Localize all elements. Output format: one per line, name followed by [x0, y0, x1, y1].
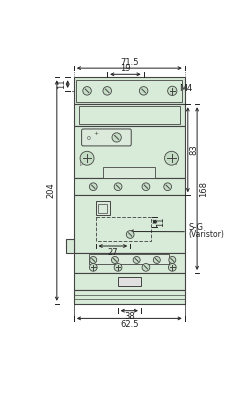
Circle shape [164, 183, 172, 190]
Circle shape [126, 231, 134, 238]
Bar [96, 217, 152, 241]
Bar [74, 195, 185, 253]
Circle shape [168, 263, 176, 271]
Circle shape [90, 263, 97, 271]
Text: 83: 83 [189, 144, 198, 155]
Bar [103, 168, 155, 178]
Circle shape [83, 87, 91, 95]
Bar [76, 80, 182, 102]
Bar [98, 204, 107, 213]
Circle shape [169, 257, 176, 263]
Text: 71.5: 71.5 [120, 58, 139, 67]
Bar [74, 126, 185, 178]
Circle shape [139, 87, 148, 95]
Text: 204: 204 [46, 183, 55, 198]
Bar [74, 290, 185, 304]
Text: 27: 27 [108, 247, 118, 257]
Circle shape [80, 151, 94, 165]
Circle shape [164, 151, 178, 165]
Circle shape [90, 183, 97, 190]
Circle shape [142, 183, 150, 190]
Text: 38: 38 [124, 312, 135, 321]
Bar [74, 178, 185, 195]
Text: 62.5: 62.5 [120, 320, 139, 329]
Circle shape [153, 257, 160, 263]
Circle shape [168, 86, 177, 95]
Text: +: + [93, 131, 98, 136]
Text: S-G: S-G [188, 223, 204, 232]
Text: ▷: ▷ [80, 158, 86, 166]
Bar [74, 253, 185, 273]
FancyBboxPatch shape [82, 129, 131, 146]
Circle shape [103, 87, 112, 95]
Text: 0: 0 [87, 136, 91, 141]
Bar [66, 239, 74, 253]
Circle shape [133, 257, 140, 263]
Circle shape [114, 263, 122, 271]
Text: 11: 11 [156, 217, 165, 227]
Bar [74, 273, 185, 290]
Text: 11: 11 [57, 79, 66, 89]
Text: 19: 19 [120, 64, 131, 73]
Circle shape [90, 257, 97, 263]
Bar [78, 106, 180, 124]
Bar [96, 201, 110, 215]
Bar [74, 77, 185, 104]
Circle shape [114, 183, 122, 190]
Text: (Varistor): (Varistor) [188, 230, 224, 239]
Circle shape [142, 263, 150, 271]
Bar [118, 277, 141, 286]
Bar [90, 255, 169, 265]
Circle shape [112, 257, 118, 263]
Text: 168: 168 [199, 180, 208, 196]
Text: ◁: ◁ [171, 157, 177, 166]
Circle shape [112, 133, 121, 142]
Bar [74, 104, 185, 126]
Text: M4: M4 [179, 83, 193, 93]
